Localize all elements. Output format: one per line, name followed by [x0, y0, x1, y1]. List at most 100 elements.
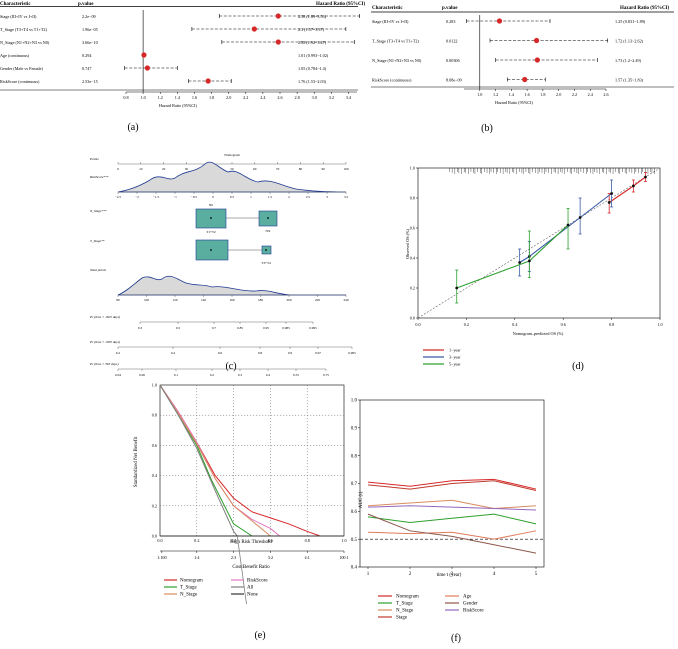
c-cat-label: NX: [266, 229, 271, 233]
e-all-tail: [236, 535, 247, 605]
c-tick-label: −2: [135, 195, 139, 199]
c-tick-label: 0: [212, 195, 214, 199]
b-x-tick-label: 1.4: [509, 92, 515, 97]
e-legend-label: T_Stage: [180, 586, 197, 591]
a-row-p: 2.2e−09: [82, 14, 96, 19]
d-x-tick-label: 0.4: [512, 322, 518, 327]
e-legend-label: All: [247, 586, 254, 591]
a-x-tick-label: 2.2: [243, 95, 248, 100]
c-tick-label: 0.55: [293, 373, 299, 377]
f-legend-label: Stage: [396, 616, 408, 621]
c-tick-label: 0.8: [258, 351, 263, 355]
b-row-hr: 1.73 (1.2~2.49): [615, 58, 642, 63]
c-tick-label: −1: [173, 195, 177, 199]
c-cat-label: N0: [209, 203, 213, 207]
e-ratio-tick-label: 1:4: [194, 555, 200, 560]
e-ratio-tick-label: 3:2: [268, 555, 273, 560]
e-x-tick-label: 0.6: [268, 538, 273, 543]
a-x-tick-label: 2.6: [277, 95, 282, 100]
f-y-tick-label: 0.9: [351, 427, 358, 432]
f-legend-label: Gender: [463, 602, 478, 607]
c-tick-label: 220: [315, 298, 320, 302]
e-x-tick-label: 0.4: [231, 538, 237, 543]
a-row-p: 0.747: [82, 66, 91, 71]
f-x-tick-label: 2: [409, 572, 412, 577]
d-x-tick-label: 0.2: [464, 322, 469, 327]
b-x-tick-label: 1.6: [524, 92, 529, 97]
f-series-line: [367, 513, 537, 525]
a-x-tick-label: 0.8: [123, 95, 128, 100]
b-point: [533, 37, 540, 44]
c-tick-label: 0.985: [282, 326, 290, 330]
c-tick-label: 0.3: [138, 326, 143, 330]
c-tick-label: 0.995: [309, 326, 317, 330]
c-tick-label: 0.75: [323, 373, 329, 377]
e-series-line: [159, 384, 271, 537]
d-point: [455, 286, 459, 290]
caption-e: (e): [254, 630, 265, 641]
d-x-tick-label: 1.0: [657, 322, 662, 327]
d-diagonal: [417, 167, 661, 319]
f-series-line: [367, 478, 537, 490]
b-x-tick-label: 2.6: [603, 92, 608, 97]
c-scale-label: Pr (time < 1825 days): [89, 315, 121, 319]
a-x-tick-label: 3.2: [329, 95, 334, 100]
c-tick-label: 0.9: [288, 351, 293, 355]
a-point: [275, 13, 281, 19]
e-series-line: [159, 384, 238, 537]
c-tick-label: 0.1: [174, 373, 179, 377]
d-point: [610, 192, 613, 195]
c-tick-label: 0.3: [238, 373, 243, 377]
d-point: [518, 261, 522, 264]
a-row-hr: 1.76 (1.53~2.03): [298, 79, 327, 84]
d-legend-label: 5−year: [449, 362, 461, 367]
c-tick-label: 100: [343, 167, 348, 171]
c-tick-label: 2.5: [306, 195, 311, 199]
c-tick-label: 0.06: [139, 373, 145, 377]
b-x-tick-label: 1.0: [477, 92, 482, 97]
a-x-tick-label: 1.8: [209, 95, 214, 100]
c-tstage-box: [195, 239, 229, 261]
d-ylabel: Observed OS (%): [405, 229, 410, 259]
f-x-tick-label: 5: [535, 572, 538, 577]
d-point: [631, 184, 635, 188]
e-x-tick-label: 0.2: [194, 538, 199, 543]
e-xlabel2: Cost:Benefit Ratio: [232, 565, 270, 570]
c-scale-label: Pr (time < 1095 days): [89, 340, 121, 344]
d-point: [527, 259, 531, 263]
f-legend-label: T_Stage: [396, 602, 413, 607]
b-row-p: 8.08e−09: [446, 77, 462, 82]
c-tick-label: 0.5: [176, 326, 181, 330]
e-legend-label: None: [247, 593, 259, 598]
d-x-tick-label: 0.8: [609, 322, 614, 327]
f-legend-label: RiskScore: [463, 609, 484, 614]
d-series-line: [608, 176, 646, 203]
b-header-char: Characteristic: [372, 6, 403, 11]
c-tick-label: 60: [253, 167, 257, 171]
a-point: [275, 39, 281, 45]
c-cat-label: T3+T4: [261, 261, 271, 265]
f-x-tick-label: 3: [451, 572, 454, 577]
f-legend-label: Age: [463, 595, 472, 600]
c-tick-label: 10: [139, 167, 143, 171]
f-series-line: [367, 480, 537, 491]
b-xlabel: Hazard Ratio (95%CI): [495, 100, 534, 105]
c-tick-label: 180: [258, 298, 263, 302]
c-nstage-dot: [267, 217, 269, 219]
a-row-label: Age (continuous): [0, 53, 30, 58]
b-row-label: N_Stage (N1+N2+N3 vs N0): [372, 58, 422, 63]
c-tick-label: 0.7: [212, 326, 217, 330]
a-x-tick-label: 2.4: [260, 95, 266, 100]
c-tick-label: 3: [326, 195, 328, 199]
c-tick-label: 0.5: [230, 195, 235, 199]
c-tick-label: 0: [117, 167, 119, 171]
c-tick-label: 100: [144, 298, 149, 302]
d-xlabel: Nomogram–predicted OS (%): [513, 331, 564, 336]
a-row-p: 3.66e−10: [82, 40, 98, 45]
e-y-tick-label: 1.0: [152, 383, 157, 388]
caption-d: (d): [572, 361, 584, 372]
c-tstage-dot: [265, 249, 267, 251]
e-ratio-tick-label: 2:3: [231, 555, 236, 560]
c-tick-label: 0.4: [266, 373, 271, 377]
b-row-hr: 1.25 (0.831~1.89): [615, 19, 646, 24]
